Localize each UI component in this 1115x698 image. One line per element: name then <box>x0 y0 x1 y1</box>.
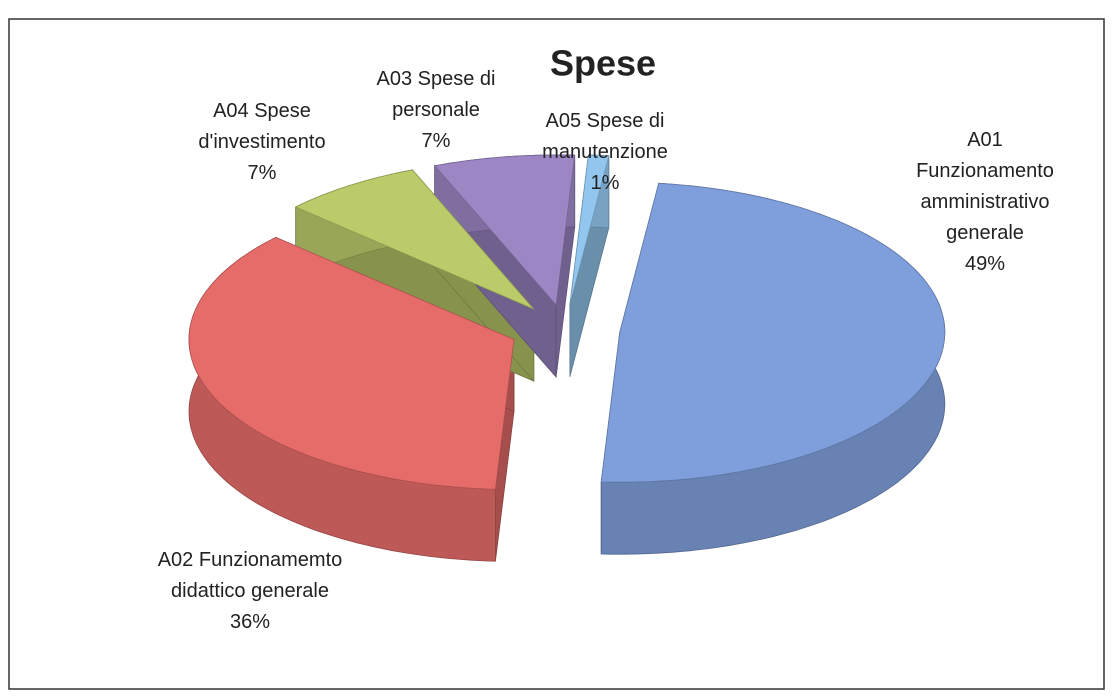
slice <box>569 154 610 305</box>
slice <box>188 236 515 490</box>
chart-title: Spese <box>550 43 656 84</box>
value-label: 7% <box>421 130 451 152</box>
value-label: 36% <box>229 611 271 633</box>
category-label: A01 Funzionamento amministrativo general… <box>916 129 1054 244</box>
value-label: 1% <box>590 172 620 194</box>
slice <box>433 154 576 306</box>
category-label: A04 Spese d'investimento <box>198 100 326 153</box>
category-label: A02 Funzionamemto didattico generale <box>157 549 343 602</box>
slice <box>600 182 946 483</box>
value-label: 7% <box>247 162 277 184</box>
slice <box>294 169 535 310</box>
value-label: 49% <box>964 253 1006 275</box>
category-label: A05 Spese di manutenzione <box>542 110 668 163</box>
category-label: A03 Spese di personale <box>376 68 496 121</box>
